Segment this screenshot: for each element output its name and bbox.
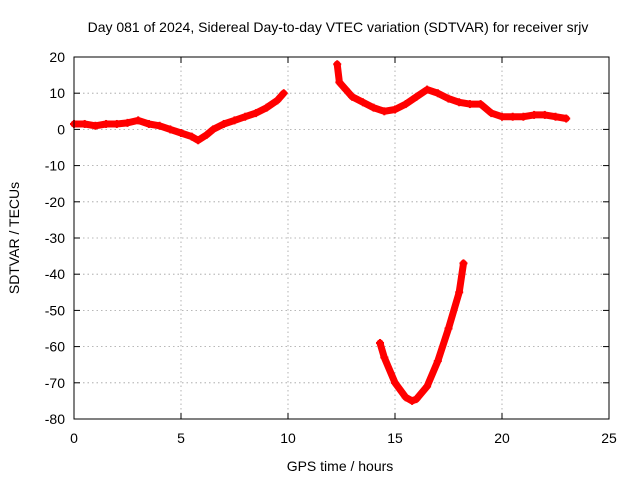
data-point [187, 132, 196, 141]
data-point [444, 94, 453, 103]
data-point [155, 121, 164, 130]
y-tick-label: -80 [45, 411, 65, 427]
data-point [459, 259, 468, 268]
data-point [335, 78, 344, 87]
data-point [401, 393, 410, 402]
data-point [333, 60, 342, 69]
data-point [358, 98, 367, 107]
data-point [519, 112, 528, 121]
data-point [251, 109, 260, 118]
data-point [273, 96, 282, 105]
y-tick-label: 10 [49, 85, 65, 101]
data-point [194, 136, 203, 145]
data-point [433, 357, 442, 366]
data-point [476, 100, 485, 109]
series-1-line [70, 89, 288, 144]
x-tick-label: 25 [601, 430, 617, 446]
data-point [348, 92, 357, 101]
x-tick-label: 20 [494, 430, 510, 446]
data-point [279, 89, 288, 98]
axis-tick-labels: 0 5 10 15 20 25 20 10 0 -10 -20 -30 -40 -50 -60 -70 -80 [45, 49, 617, 446]
data-point [540, 110, 549, 119]
data-point [412, 395, 421, 404]
data-point [202, 130, 211, 139]
data-point [380, 107, 389, 116]
data-point [408, 396, 417, 405]
x-tick-label: 15 [387, 430, 403, 446]
data-point [530, 110, 539, 119]
data-point [444, 324, 453, 333]
y-axis-label: SDTVAR / TECUs [6, 182, 22, 294]
data-point [262, 103, 271, 112]
x-axis-label: GPS time / hours [287, 458, 394, 474]
x-tick-label: 5 [177, 430, 185, 446]
data-point [433, 89, 442, 98]
data-point [401, 100, 410, 109]
data-point [391, 105, 399, 114]
y-tick-label: -10 [45, 158, 65, 174]
data-point [91, 121, 100, 130]
axis-ticks [73, 56, 610, 420]
data-point [144, 119, 153, 128]
data-point [219, 119, 228, 128]
data-point [551, 112, 560, 121]
data-point [80, 119, 89, 128]
data-point [498, 112, 506, 121]
x-tick-label: 10 [280, 430, 296, 446]
data-point [423, 85, 432, 94]
y-tick-label: -40 [45, 266, 65, 282]
data-point [341, 85, 350, 94]
data-point [369, 103, 378, 112]
data-point [134, 116, 143, 125]
data-point [508, 112, 517, 121]
data-point [412, 92, 421, 101]
data-point [123, 118, 132, 127]
y-tick-label: -20 [45, 194, 65, 210]
data-point [423, 382, 432, 391]
grid [74, 57, 609, 419]
data-point [209, 125, 218, 134]
data-point [391, 378, 399, 387]
data-point [112, 119, 121, 128]
y-tick-label: -30 [45, 230, 65, 246]
data-point [455, 288, 464, 297]
data-point [166, 125, 175, 134]
data-point [376, 338, 385, 347]
y-tick-label: 20 [49, 49, 65, 65]
data-point [102, 119, 111, 128]
data-point [465, 100, 474, 109]
x-tick-label: 0 [70, 430, 78, 446]
data-point [241, 112, 250, 121]
data-point [177, 129, 185, 138]
data-point [455, 98, 464, 107]
data-series-group [70, 60, 571, 405]
chart-title: Day 081 of 2024, Sidereal Day-to-day VTE… [88, 19, 589, 35]
y-tick-label: 0 [57, 121, 65, 137]
data-point [562, 114, 571, 123]
data-point [380, 353, 389, 362]
data-point [487, 109, 496, 118]
data-point [230, 116, 239, 125]
y-tick-label: -60 [45, 339, 65, 355]
y-tick-label: -50 [45, 302, 65, 318]
y-tick-label: -70 [45, 375, 65, 391]
